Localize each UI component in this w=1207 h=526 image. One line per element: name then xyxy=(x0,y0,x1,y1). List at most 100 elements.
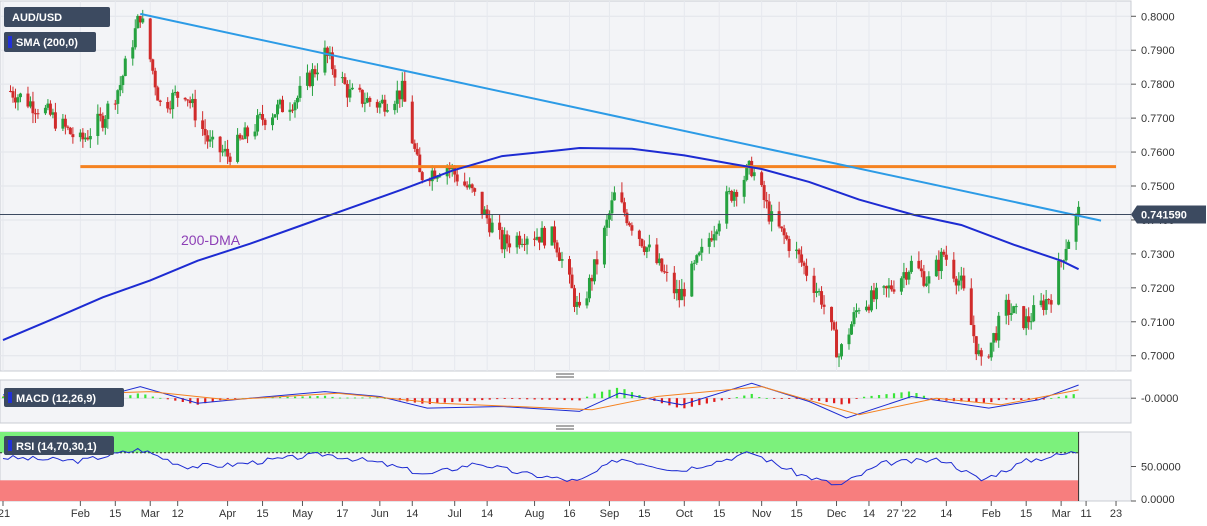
rsi-y-tick-label: 50.0000 xyxy=(1141,462,1181,474)
candle-body xyxy=(238,134,242,139)
macd-histogram-bar xyxy=(511,398,514,399)
rsi-panel-resize-handle[interactable] xyxy=(556,425,574,430)
macd-histogram-bar xyxy=(765,398,768,399)
candle-body xyxy=(46,103,50,108)
candle-body xyxy=(560,259,564,261)
candle-body xyxy=(333,69,337,78)
rsi-tag[interactable]: RSI (14,70,30,1) xyxy=(4,436,114,455)
macd-panel-resize-handle[interactable] xyxy=(556,373,574,378)
candle-body xyxy=(642,246,646,252)
candle-body xyxy=(607,213,611,220)
macd-histogram-bar xyxy=(1072,394,1075,399)
candle-body xyxy=(977,350,981,355)
rsi-oversold-zone xyxy=(0,480,1079,501)
candle-body xyxy=(360,89,364,104)
candle-body xyxy=(575,301,579,307)
candle-body xyxy=(8,90,12,92)
candle-body xyxy=(707,238,711,247)
candle-body xyxy=(882,286,886,288)
candle-body xyxy=(186,99,190,101)
candle-body xyxy=(770,211,774,222)
candle-body xyxy=(88,135,92,140)
candle-body xyxy=(208,139,212,142)
macd-histogram-bar xyxy=(331,396,334,399)
macd-histogram-bar xyxy=(1020,398,1023,400)
candle-body xyxy=(473,188,477,192)
candle-body xyxy=(1004,299,1008,316)
candle-body xyxy=(168,108,172,110)
candle-body xyxy=(106,103,110,120)
macd-histogram-bar xyxy=(129,395,132,399)
candle-body xyxy=(892,289,896,292)
candle-body xyxy=(363,102,367,104)
macd-histogram-bar xyxy=(848,398,851,404)
macd-histogram-bar xyxy=(960,398,963,402)
rsi-line xyxy=(2,447,1077,486)
candle-body xyxy=(627,223,631,226)
x-tick-label: 11 xyxy=(1080,508,1091,520)
candle-body xyxy=(1044,299,1048,310)
macd-series xyxy=(0,382,1136,419)
macd-histogram-bar xyxy=(353,397,357,399)
candle-body xyxy=(647,244,651,248)
candle-body xyxy=(692,262,696,264)
candle-body xyxy=(899,278,903,292)
candle-body xyxy=(712,234,716,241)
x-tick-label: Apr xyxy=(219,508,236,520)
candle-body xyxy=(378,103,382,108)
x-tick-label: Mar xyxy=(1052,508,1071,520)
candle-body xyxy=(787,238,791,252)
macd-histogram-bar xyxy=(900,392,903,399)
candle-body xyxy=(572,288,576,307)
macd-histogram-bar xyxy=(174,398,177,401)
candle-body xyxy=(293,102,297,111)
candle-body xyxy=(812,275,816,293)
candle-body xyxy=(889,285,893,290)
candle-body xyxy=(51,112,55,115)
candle-body xyxy=(969,288,973,325)
candle-body xyxy=(1032,305,1036,322)
candle-body xyxy=(503,234,507,250)
candle-body xyxy=(717,223,721,232)
candle-body xyxy=(1074,215,1078,242)
candle-body xyxy=(188,100,192,104)
candle-body xyxy=(697,252,701,256)
y-tick-label: 0.7600 xyxy=(1141,147,1175,159)
candle-body xyxy=(450,167,454,170)
macd-signal-line xyxy=(2,386,1079,416)
macd-histogram-bar xyxy=(548,398,551,400)
candle-body xyxy=(101,115,105,128)
candle-body xyxy=(13,97,17,103)
candle-body xyxy=(1064,248,1068,261)
candle-body xyxy=(645,247,649,252)
x-tick-label: Feb xyxy=(71,508,90,520)
candle-body xyxy=(695,255,699,263)
candle-body xyxy=(622,202,626,213)
candle-body xyxy=(909,260,913,272)
macd-histogram-bar xyxy=(570,398,574,401)
symbol-tag[interactable]: AUD/USD xyxy=(4,7,110,27)
macd-histogram-bar xyxy=(907,391,911,399)
candle-body xyxy=(448,167,452,170)
x-tick-label: 15 xyxy=(256,508,268,520)
candle-body xyxy=(1029,321,1033,323)
candle-body xyxy=(410,101,414,144)
candle-body xyxy=(26,93,30,107)
candle-body xyxy=(171,92,175,110)
candle-body xyxy=(243,127,247,139)
candle-body xyxy=(323,47,327,73)
macd-histogram-bar xyxy=(818,398,821,401)
candle-body xyxy=(263,119,267,126)
candle-body xyxy=(867,306,871,311)
macd-histogram-bar xyxy=(421,398,424,404)
macd-histogram-bar xyxy=(862,396,866,399)
candle-body xyxy=(822,304,826,307)
candle-body xyxy=(777,211,781,227)
candle-body xyxy=(942,251,946,255)
macd-histogram-bar xyxy=(795,398,798,400)
macd-histogram-bar xyxy=(982,398,985,403)
sma-tag[interactable]: SMA (200,0) xyxy=(4,32,96,52)
candle-body xyxy=(797,249,801,255)
candle-body xyxy=(400,80,404,100)
macd-tag[interactable]: MACD (12,26,9) xyxy=(4,388,124,407)
